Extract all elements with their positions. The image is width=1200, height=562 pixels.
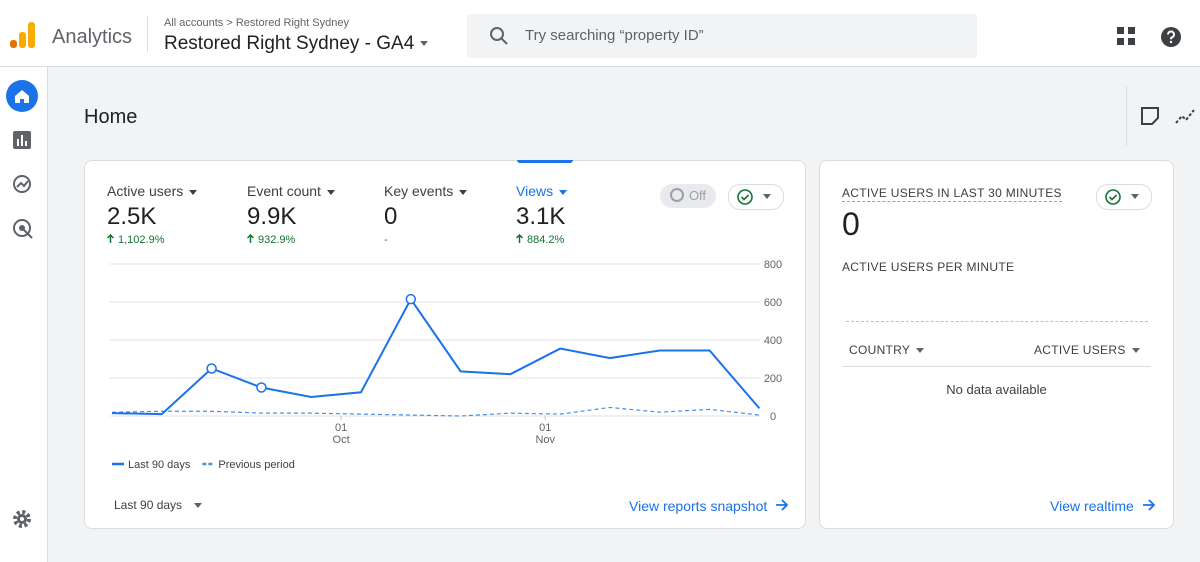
point-marker [405,293,417,305]
metric-change: 932.9% [258,234,296,246]
series-line [111,406,760,417]
series-line [111,297,761,416]
y-tick-label: 400 [764,335,782,347]
insights-icon[interactable] [1141,107,1159,125]
y-tick-label: 600 [764,297,782,309]
app-name: Analytics [52,26,133,48]
status-chip[interactable] [1096,184,1152,210]
search[interactable]: Try searching “property ID” [467,14,977,58]
realtime-card: ACTIVE USERS IN LAST 30 MINUTES 0 ACTIVE… [819,160,1174,529]
report-link[interactable]: View reports snapshot [629,498,789,516]
column-header[interactable]: COUNTRY [849,343,925,357]
realtime-link[interactable]: View realtime [1050,498,1156,516]
y-tick-label: 200 [764,373,782,385]
toggle-label: Off [688,188,707,203]
legend-label: Last 90 days [128,459,191,471]
side-nav [0,67,48,562]
report-link-text[interactable]: View reports snapshot [629,498,768,514]
realtime-link-text[interactable]: View realtime [1050,498,1134,514]
nav-settings[interactable] [12,509,32,529]
help-icon[interactable] [1160,26,1182,48]
metric-change: 1,102.9% [118,234,165,246]
point-marker [206,363,217,374]
property-picker[interactable]: Restored Right Sydney - GA4 [164,33,429,55]
metric[interactable]: Active users 2.5K 1,102.9% [106,183,198,246]
metric-value: 9.9K [247,203,297,230]
metric[interactable]: Views 3.1K 884.2% [515,183,568,246]
column-label[interactable]: ACTIVE USERS [1034,343,1126,357]
metric-label[interactable]: Active users [107,183,184,199]
realtime-value: 0 [842,206,860,242]
search-icon [490,27,508,45]
nav-reports[interactable] [13,131,31,149]
metric-value: 2.5K [107,203,157,230]
nav-home[interactable] [6,80,38,112]
metric[interactable]: Key events 0 - [384,183,468,246]
nav-explore[interactable] [12,174,32,194]
page-title: Home [84,106,138,128]
status-chip[interactable] [728,184,784,210]
crumb[interactable]: All accounts [164,17,224,29]
trend-icon[interactable] [1175,107,1197,125]
metric-change: - [384,234,388,246]
metric-value: 3.1K [516,203,566,230]
overview-card: Active users 2.5K 1,102.9% Event count 9.… [84,160,806,529]
breadcrumb[interactable]: All accounts > Restored Right Sydney [164,17,349,29]
x-tick-month: Oct [333,434,350,446]
top-bar: Analytics All accounts > Restored Right … [0,0,1200,67]
metric-label[interactable]: Key events [384,183,454,199]
x-tick-month: Nov [535,434,555,446]
y-tick-label: 0 [770,411,776,423]
metric-value: 0 [384,203,398,230]
realtime-title: ACTIVE USERS IN LAST 30 MINUTES [842,186,1062,202]
date-range[interactable]: Last 90 days [114,498,203,512]
realtime-subtitle: ACTIVE USERS PER MINUTE [842,260,1015,274]
empty-message: No data available [946,382,1047,397]
compare-toggle[interactable]: Off [660,184,716,208]
search-placeholder: Try searching “property ID” [525,27,704,44]
crumb[interactable]: Restored Right Sydney [235,17,349,29]
metric-change: 884.2% [527,234,565,246]
apps-icon[interactable] [1117,27,1137,47]
column-header[interactable]: ACTIVE USERS [1034,343,1140,357]
column-label[interactable]: COUNTRY [849,343,911,357]
logo [10,22,35,48]
metric-label[interactable]: Views [516,183,554,199]
date-range-label[interactable]: Last 90 days [114,498,183,512]
x-tick-day: 01 [335,422,347,434]
legend-label: Previous period [218,459,294,471]
x-tick-day: 01 [539,422,551,434]
property[interactable]: Restored Right Sydney - GA4 [164,33,415,54]
point-marker [256,382,267,393]
nav-advertising[interactable] [12,218,34,240]
metric-label[interactable]: Event count [247,183,321,199]
metric[interactable]: Event count 9.9K 932.9% [246,183,335,246]
y-tick-label: 800 [764,259,782,271]
